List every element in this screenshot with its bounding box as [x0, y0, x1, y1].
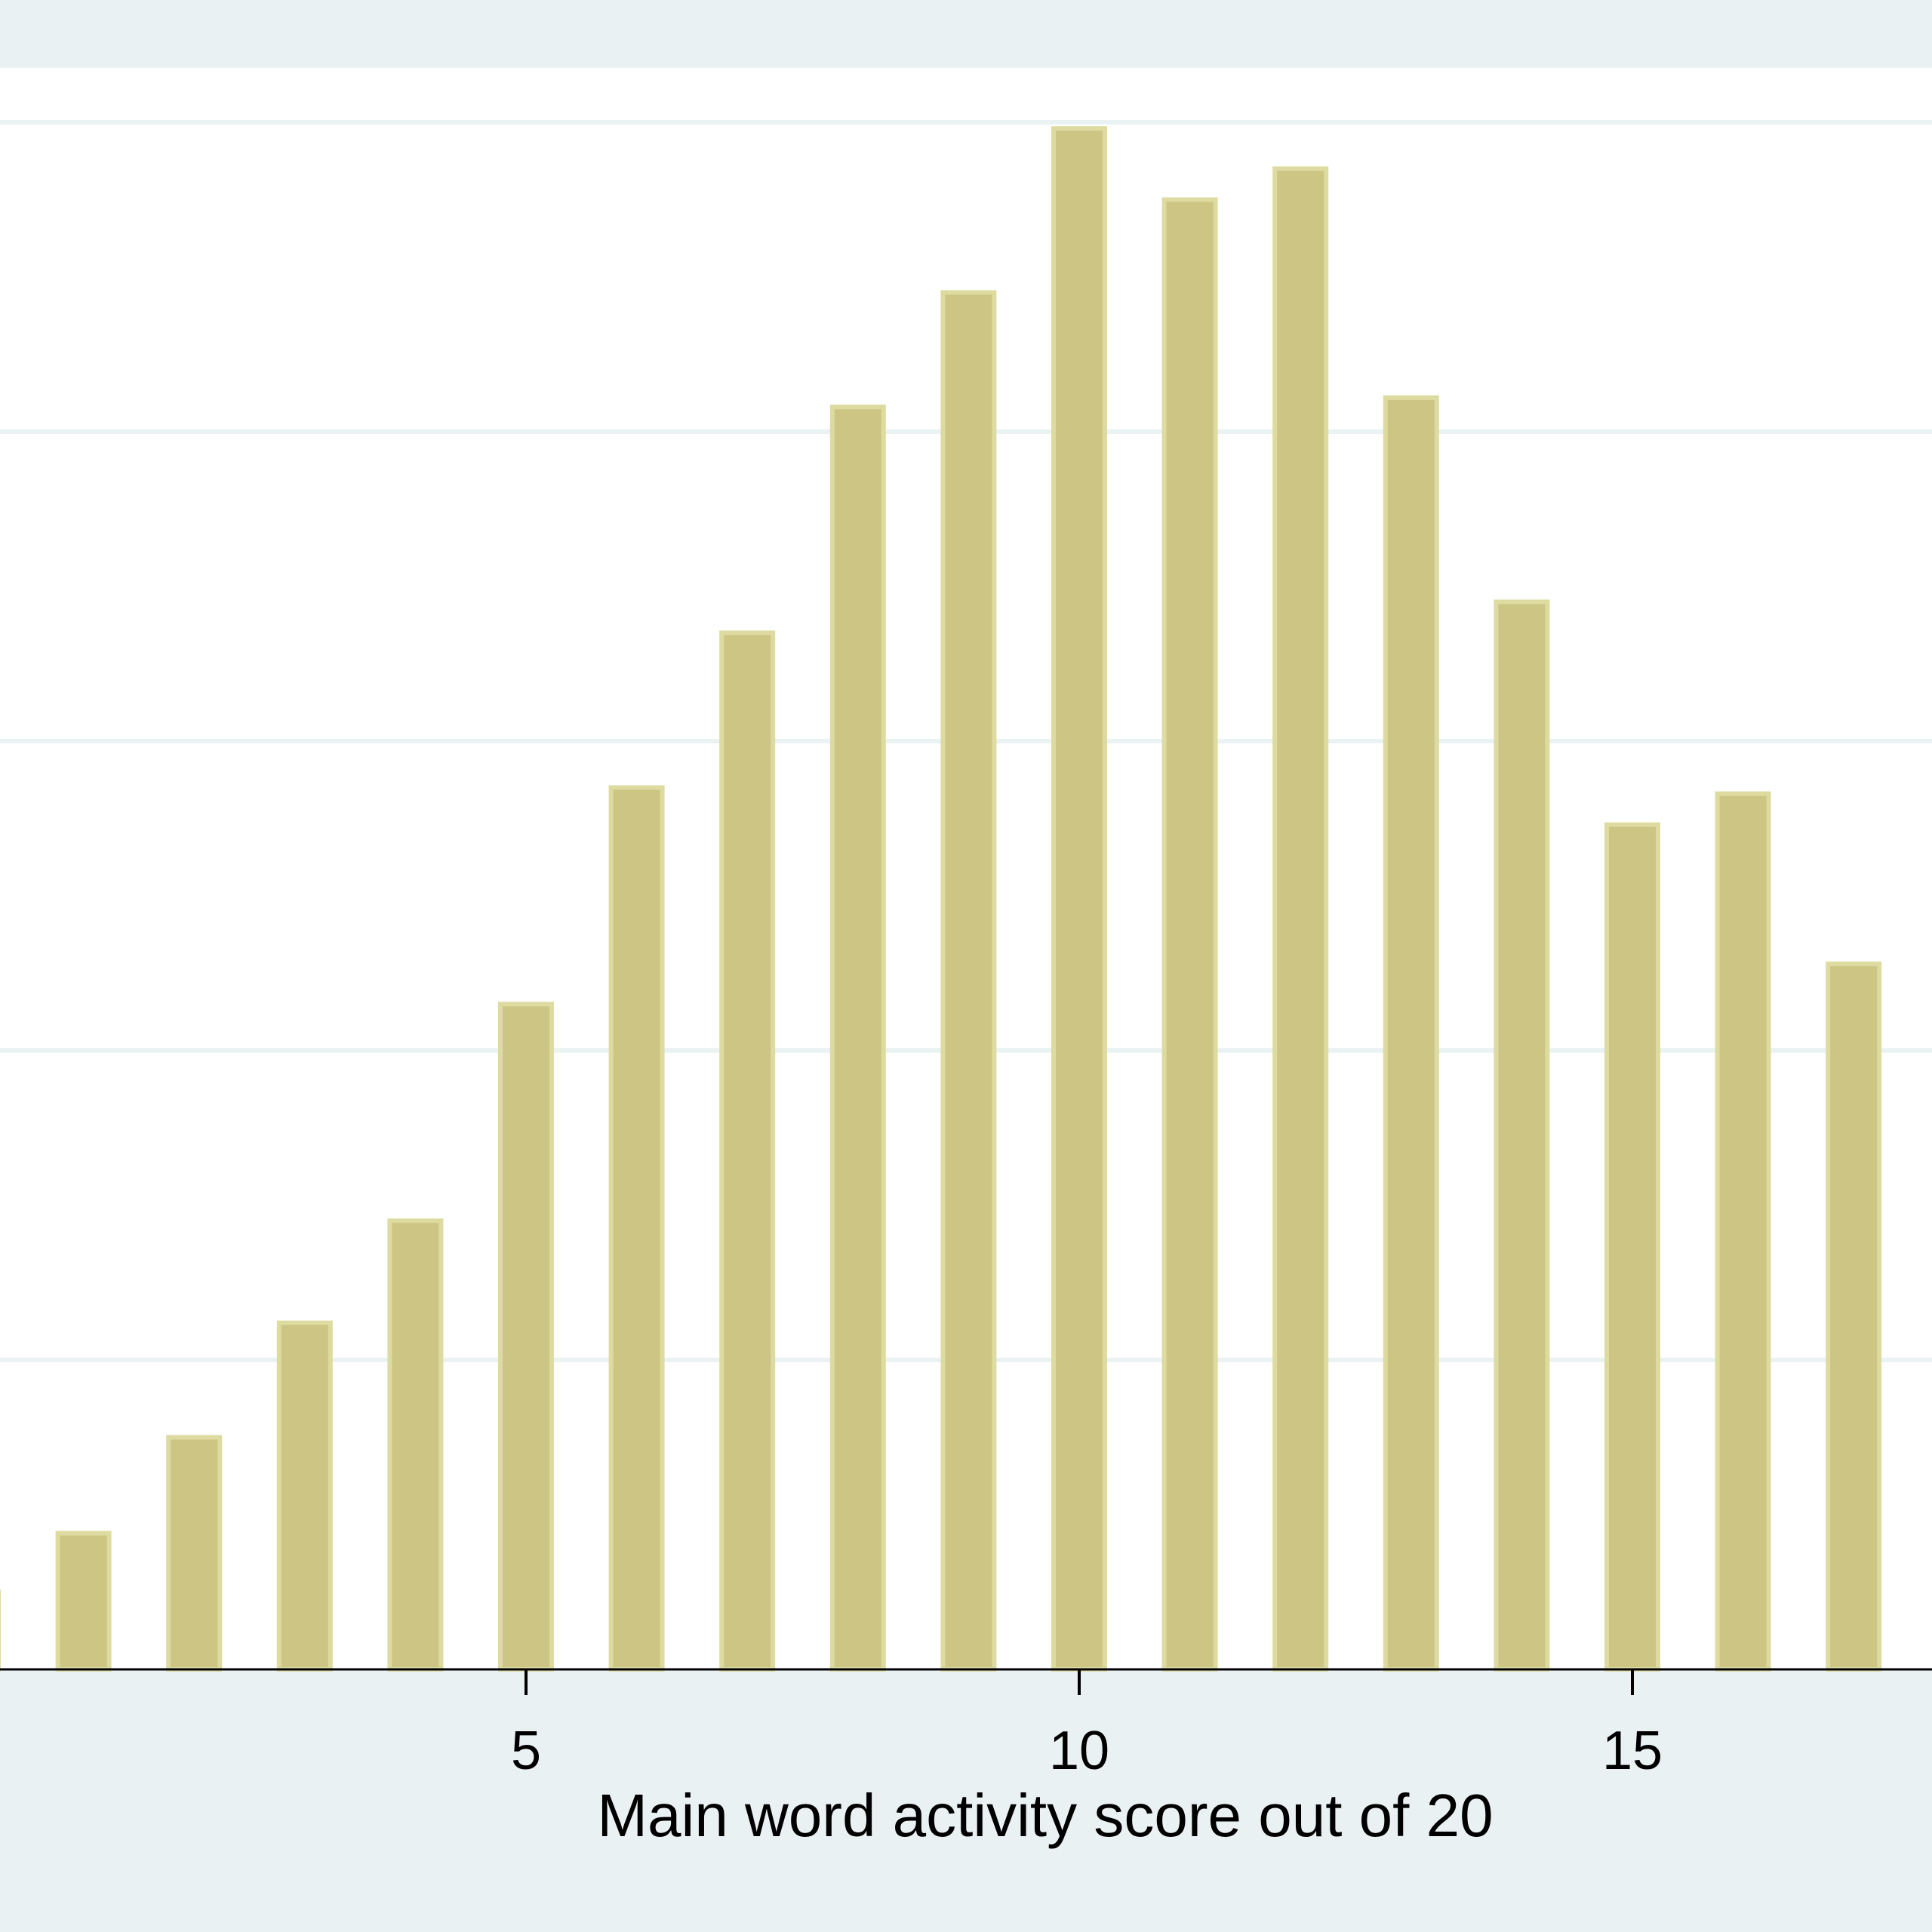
- bar-score-3: [276, 1320, 333, 1672]
- bar-score-17: [1826, 961, 1882, 1672]
- bar-score-9: [940, 290, 997, 1672]
- x-tick-label: 10: [1049, 1721, 1109, 1781]
- bar-score-15: [1604, 822, 1660, 1672]
- bar-score-8: [829, 405, 886, 1672]
- bar-score-4: [387, 1218, 444, 1672]
- bar-score-6: [608, 785, 665, 1672]
- x-tick-label: 5: [511, 1721, 541, 1781]
- x-axis-ticks: 5 10 15: [511, 1669, 1663, 1781]
- bar-score-13: [1383, 395, 1439, 1672]
- bar-score-1: [55, 1531, 112, 1672]
- x-axis-title: Main word activity score out of 20: [597, 1782, 1493, 1849]
- bar-score-7: [719, 630, 776, 1672]
- x-tick-label: 15: [1602, 1721, 1663, 1781]
- bar-score-11: [1161, 197, 1218, 1672]
- bars: [0, 126, 1882, 1672]
- bar-score-2: [166, 1435, 223, 1672]
- bar-score-16: [1715, 791, 1771, 1672]
- bar-score-10: [1051, 126, 1107, 1672]
- bar-score-12: [1272, 166, 1329, 1672]
- bar-score-14: [1494, 599, 1550, 1672]
- bar-score-5: [498, 1001, 554, 1672]
